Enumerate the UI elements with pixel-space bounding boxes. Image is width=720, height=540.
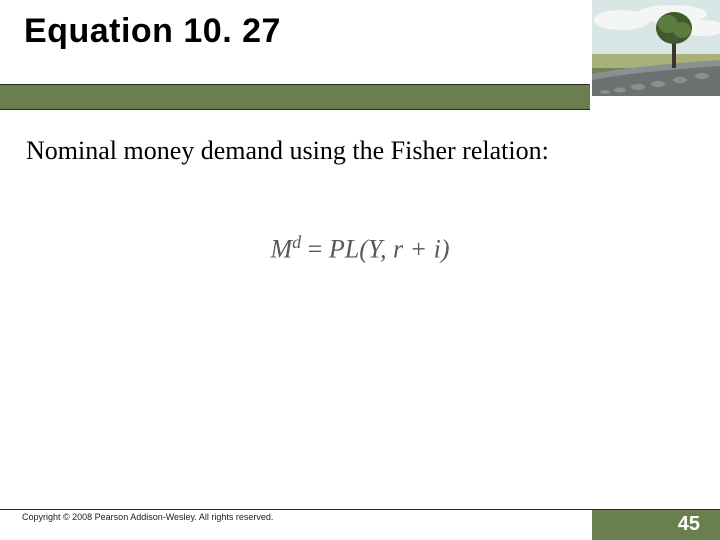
page-number: 45 [678,513,700,536]
copyright-text: Copyright © 2008 Pearson Addison-Wesley.… [22,512,273,522]
equation-lhs-superscript: d [292,232,301,252]
equation-rhs: PL(Y, r + i) [329,235,450,264]
footer-accent-bar: 45 [592,510,720,540]
equation: Md = PL(Y, r + i) [0,232,720,265]
header-accent-bar [0,84,590,110]
slide-title: Equation 10. 27 [24,12,281,51]
landscape-image [592,0,720,96]
body-text: Nominal money demand using the Fisher re… [26,136,549,166]
equation-equals: = [301,235,329,264]
slide: Equation 10. 27 [0,0,720,540]
header-area: Equation 10. 27 [0,0,720,96]
equation-lhs-base: M [270,235,292,264]
